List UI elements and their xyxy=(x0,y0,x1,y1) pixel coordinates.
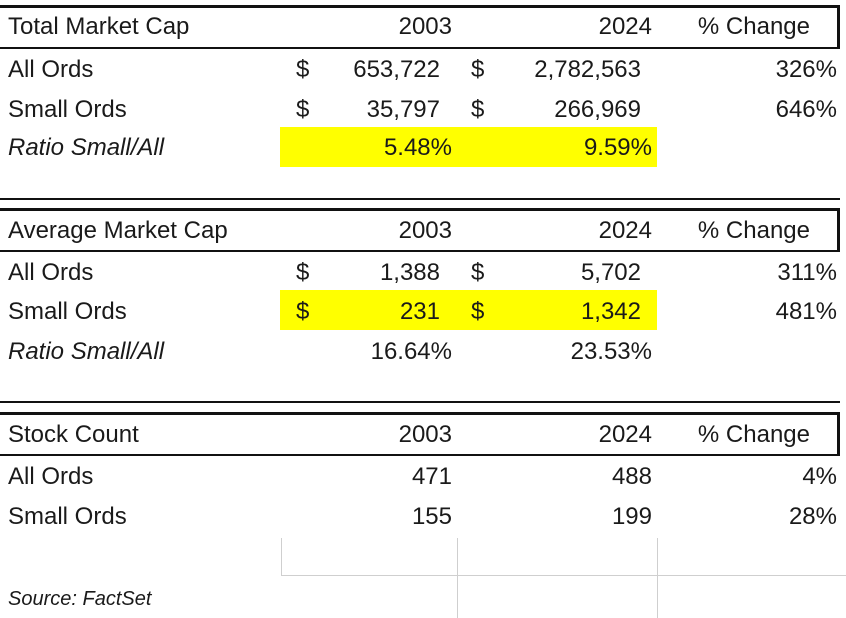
section-2-row-1-label: All Ords xyxy=(8,259,94,286)
section-3-header-label: Stock Count xyxy=(8,421,139,448)
section-3-row-2-label: Small Ords xyxy=(8,503,127,530)
section-1-row-2-currency-2024: $ xyxy=(471,96,485,123)
gridline xyxy=(281,538,282,576)
section-1-header-change: % Change xyxy=(697,13,810,40)
gridline xyxy=(457,538,458,618)
section-1-row-2-change: 646% xyxy=(775,96,837,123)
ratio-highlight xyxy=(280,127,657,167)
section-1-row-2-value-2024: 266,969 xyxy=(554,96,641,123)
section-3-row-1-value-2024: 488 xyxy=(611,463,652,490)
section-1-row-1-label: All Ords xyxy=(8,56,94,83)
section-2-row-2-value-2003: 231 xyxy=(399,298,440,325)
section-2-row-3-label: Ratio Small/All xyxy=(8,338,165,365)
section-bottom-rule xyxy=(0,198,840,200)
section-1-row-3-value-2024: 9.59% xyxy=(583,134,652,161)
section-3-row-2-value-2003: 155 xyxy=(411,503,452,530)
section-2-header-year-2003: 2003 xyxy=(398,217,452,244)
section-header-rule xyxy=(0,47,840,49)
section-top-rule xyxy=(0,5,840,8)
section-2-row-2-change: 481% xyxy=(775,298,837,325)
section-1-row-2-currency-2003: $ xyxy=(296,96,310,123)
section-1-header-year-2003: 2003 xyxy=(398,13,452,40)
section-1-row-3-label: Ratio Small/All xyxy=(8,134,165,161)
gridline xyxy=(657,538,658,618)
section-1-row-1-value-2024: 2,782,563 xyxy=(534,56,641,83)
average-small-ords-highlight xyxy=(280,290,657,330)
section-2-row-1-currency-2003: $ xyxy=(296,259,310,286)
section-top-rule xyxy=(0,412,840,415)
section-top-rule xyxy=(0,208,840,211)
section-2-row-1-currency-2024: $ xyxy=(471,259,485,286)
section-3-row-1-label: All Ords xyxy=(8,463,94,490)
section-3-row-1-value-2003: 471 xyxy=(411,463,452,490)
section-1-header-year-2024: 2024 xyxy=(598,13,652,40)
section-1-row-2-label: Small Ords xyxy=(8,96,127,123)
section-header-rule xyxy=(0,454,840,456)
source-note: Source: FactSet xyxy=(8,588,152,610)
header-right-rule xyxy=(837,208,840,252)
section-header-rule xyxy=(0,250,840,252)
section-2-row-1-value-2024: 5,702 xyxy=(580,259,641,286)
section-bottom-rule xyxy=(0,401,840,403)
section-3-header-year-2003: 2003 xyxy=(398,421,452,448)
section-1-row-1-currency-2024: $ xyxy=(471,56,485,83)
section-3-row-2-value-2024: 199 xyxy=(611,503,652,530)
section-3-row-2-change: 28% xyxy=(788,503,837,530)
section-2-row-1-value-2003: 1,388 xyxy=(379,259,440,286)
header-right-rule xyxy=(837,5,840,49)
section-1-row-1-change: 326% xyxy=(775,56,837,83)
section-2-row-2-value-2024: 1,342 xyxy=(580,298,641,325)
section-3-header-change: % Change xyxy=(697,421,810,448)
section-2-row-2-currency-2003: $ xyxy=(296,298,310,325)
section-2-header-label: Average Market Cap xyxy=(8,217,228,244)
section-2-row-1-change: 311% xyxy=(777,259,837,286)
section-2-row-2-label: Small Ords xyxy=(8,298,127,325)
section-1-header-label: Total Market Cap xyxy=(8,13,190,40)
section-2-header-year-2024: 2024 xyxy=(598,217,652,244)
section-3-row-1-change: 4% xyxy=(802,463,837,490)
section-2-row-3-value-2024: 23.53% xyxy=(570,338,652,365)
section-1-row-1-currency-2003: $ xyxy=(296,56,310,83)
section-2-row-2-currency-2024: $ xyxy=(471,298,485,325)
gridline xyxy=(281,575,846,576)
section-1-row-1-value-2003: 653,722 xyxy=(353,56,440,83)
header-right-rule xyxy=(837,412,840,456)
section-2-header-change: % Change xyxy=(697,217,810,244)
section-3-header-year-2024: 2024 xyxy=(598,421,652,448)
section-2-row-3-value-2003: 16.64% xyxy=(370,338,452,365)
section-1-row-3-value-2003: 5.48% xyxy=(383,134,452,161)
section-1-row-2-value-2003: 35,797 xyxy=(366,96,440,123)
